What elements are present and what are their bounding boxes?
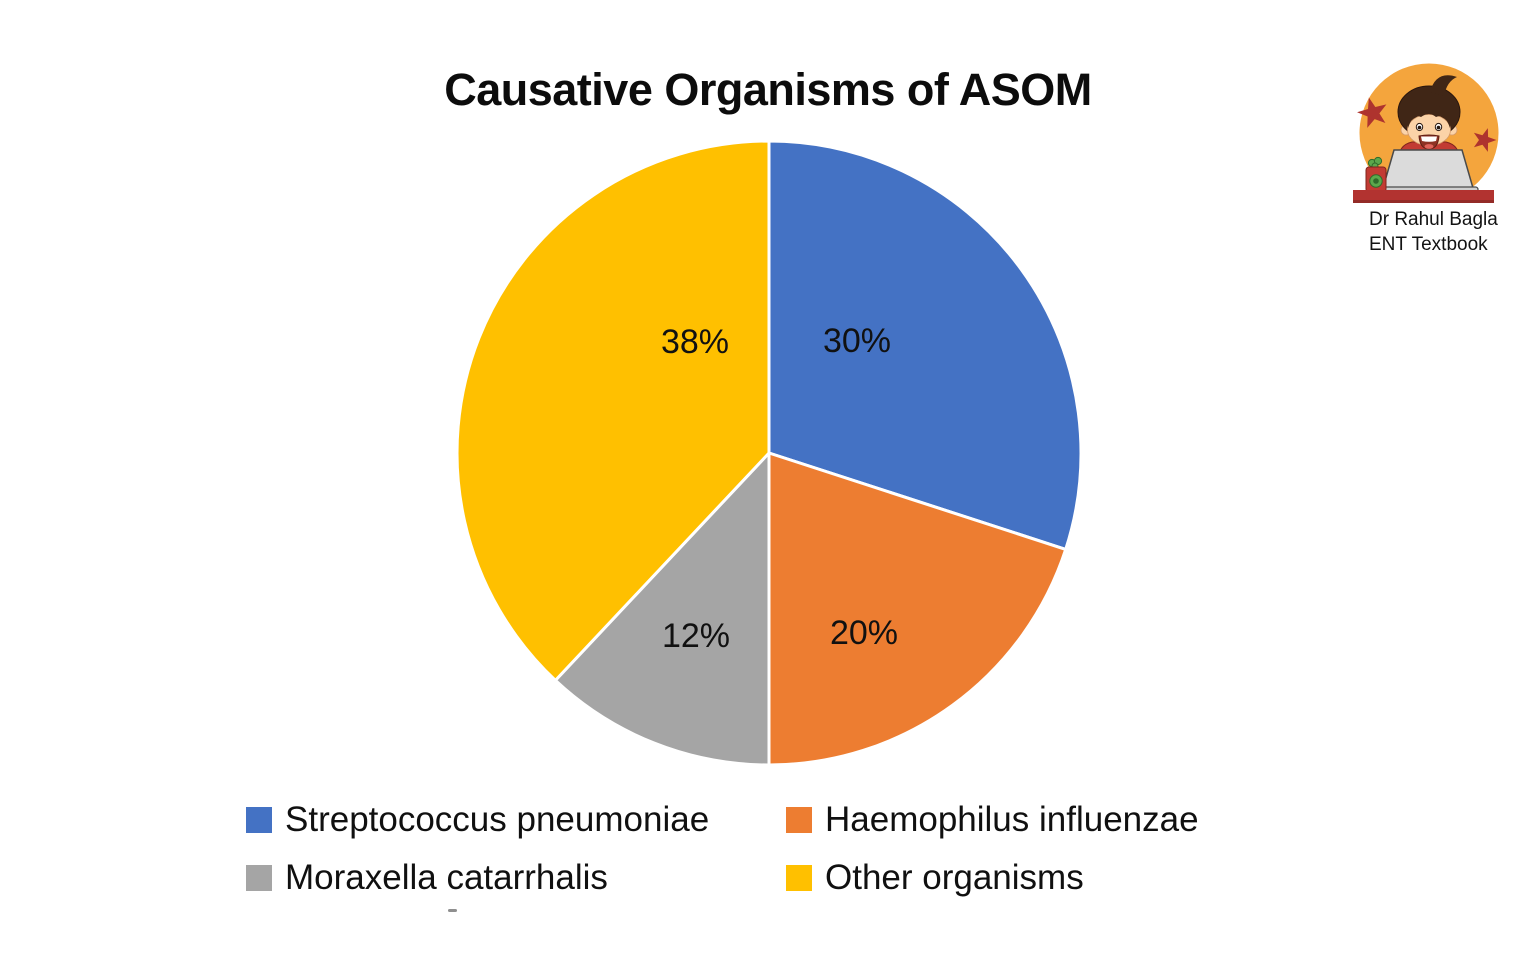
logo-caption-line2: ENT Textbook bbox=[1369, 234, 1488, 255]
pie-slice-1 bbox=[767, 451, 1068, 767]
star-icon bbox=[1357, 97, 1387, 128]
pie-label-1: 20% bbox=[830, 614, 898, 652]
pie-slice-2 bbox=[553, 451, 771, 767]
logo-caption-line1: Dr Rahul Bagla bbox=[1369, 209, 1498, 230]
logo bbox=[1353, 63, 1499, 203]
legend-label: Streptococcus pneumoniae bbox=[285, 800, 710, 839]
boy-pupil bbox=[1436, 125, 1441, 130]
desk bbox=[1353, 190, 1494, 203]
legend-swatch bbox=[246, 865, 272, 891]
star-icon bbox=[1473, 128, 1497, 152]
legend-swatch bbox=[786, 865, 812, 891]
pie-slice-3 bbox=[455, 139, 771, 682]
desk-edge bbox=[1353, 200, 1494, 203]
stray-dash-artifact bbox=[448, 909, 457, 912]
legend-item-2: Moraxella catarrhalis bbox=[246, 854, 786, 902]
laptop-screen bbox=[1382, 149, 1474, 189]
pie-label-2: 12% bbox=[662, 617, 730, 655]
chart-legend: Streptococcus pneumoniae Haemophilus infl… bbox=[246, 796, 1199, 902]
pie-slice-0 bbox=[767, 139, 1083, 551]
boy-hair-fringe bbox=[1407, 104, 1451, 128]
legend-label: Moraxella catarrhalis bbox=[285, 858, 608, 897]
legend-label: Haemophilus influenzae bbox=[825, 800, 1199, 839]
boy-tongue bbox=[1424, 144, 1434, 149]
pie-chart: 30% 20% 12% 38% bbox=[455, 139, 1083, 767]
logo-caption: Dr Rahul Bagla ENT Textbook bbox=[1369, 207, 1498, 257]
bottle-label-mark bbox=[1373, 178, 1379, 184]
pie-label-3: 38% bbox=[661, 323, 729, 361]
legend-item-3: Other organisms bbox=[786, 854, 1199, 902]
legend-label: Other organisms bbox=[825, 858, 1084, 897]
boy-teeth bbox=[1421, 136, 1437, 142]
legend-swatch bbox=[246, 807, 272, 833]
legend-item-1: Haemophilus influenzae bbox=[786, 796, 1199, 844]
boy-hair-tuft bbox=[1430, 75, 1457, 96]
legend-swatch bbox=[786, 807, 812, 833]
boy-pupil bbox=[1417, 125, 1422, 130]
legend-item-0: Streptococcus pneumoniae bbox=[246, 796, 786, 844]
pie-label-0: 30% bbox=[823, 322, 891, 360]
chart-title: Causative Organisms of ASOM bbox=[444, 64, 1092, 115]
